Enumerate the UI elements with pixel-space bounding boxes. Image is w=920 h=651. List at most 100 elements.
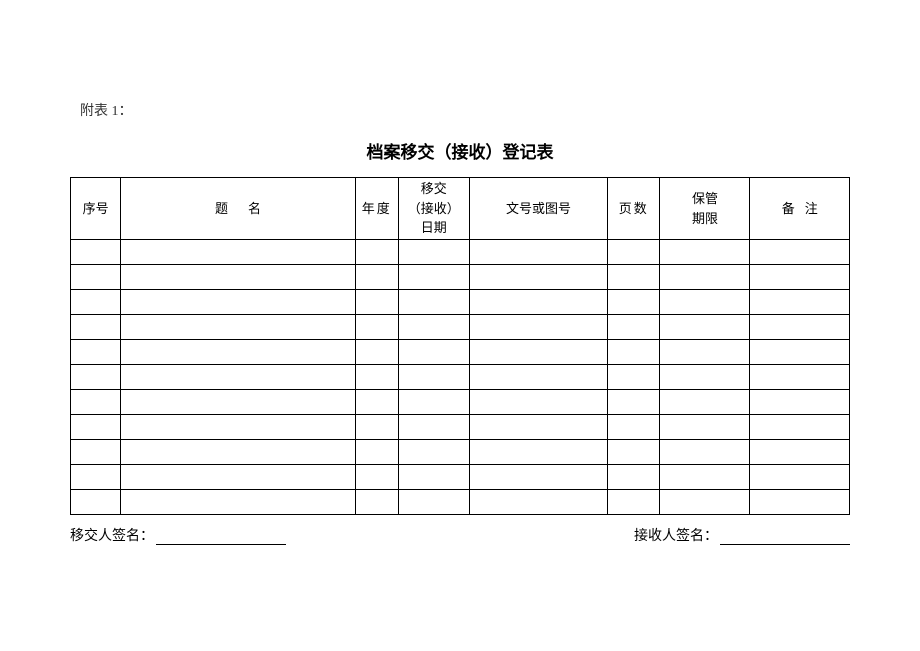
table-cell — [608, 390, 660, 415]
table-cell — [608, 440, 660, 465]
table-cell — [71, 290, 121, 315]
table-cell — [398, 265, 469, 290]
table-row — [71, 265, 850, 290]
appendix-label: 附表 1： — [80, 100, 850, 120]
table-cell — [398, 465, 469, 490]
page-container: 附表 1： 档案移交（接收）登记表 序号 题名 年度 移交 （接收） 日期 文号… — [0, 0, 920, 595]
table-cell — [398, 315, 469, 340]
transferor-label: 移交人签名： — [70, 525, 154, 545]
col-header-title: 题名 — [121, 178, 356, 240]
table-cell — [121, 315, 356, 340]
transferor-signature: 移交人签名： — [70, 525, 286, 545]
table-body — [71, 240, 850, 515]
table-cell — [398, 490, 469, 515]
table-cell — [121, 365, 356, 390]
table-cell — [750, 315, 850, 340]
table-cell — [469, 290, 607, 315]
table-cell — [608, 265, 660, 290]
table-cell — [121, 265, 356, 290]
table-row — [71, 290, 850, 315]
table-cell — [660, 315, 750, 340]
table-cell — [121, 415, 356, 440]
table-cell — [608, 490, 660, 515]
table-cell — [608, 465, 660, 490]
table-cell — [398, 240, 469, 265]
table-cell — [121, 465, 356, 490]
table-cell — [469, 315, 607, 340]
table-cell — [355, 265, 398, 290]
table-cell — [121, 240, 356, 265]
table-cell — [71, 465, 121, 490]
table-cell — [608, 315, 660, 340]
table-cell — [71, 315, 121, 340]
table-row — [71, 390, 850, 415]
col-header-pages: 页数 — [608, 178, 660, 240]
table-cell — [660, 390, 750, 415]
table-cell — [71, 365, 121, 390]
signature-row: 移交人签名： 接收人签名： — [70, 525, 850, 545]
table-cell — [750, 440, 850, 465]
receiver-line — [720, 531, 850, 545]
table-cell — [121, 440, 356, 465]
table-cell — [355, 290, 398, 315]
table-cell — [398, 415, 469, 440]
table-cell — [660, 265, 750, 290]
table-cell — [398, 340, 469, 365]
table-cell — [750, 265, 850, 290]
table-cell — [71, 390, 121, 415]
table-cell — [355, 365, 398, 390]
table-row — [71, 415, 850, 440]
table-cell — [660, 465, 750, 490]
table-cell — [469, 415, 607, 440]
table-cell — [469, 265, 607, 290]
receiver-signature: 接收人签名： — [634, 525, 850, 545]
table-cell — [71, 265, 121, 290]
table-cell — [469, 490, 607, 515]
table-cell — [355, 415, 398, 440]
table-cell — [398, 365, 469, 390]
table-row — [71, 465, 850, 490]
table-cell — [608, 415, 660, 440]
receiver-label: 接收人签名： — [634, 525, 718, 545]
table-cell — [355, 490, 398, 515]
table-cell — [608, 240, 660, 265]
table-cell — [750, 240, 850, 265]
table-cell — [469, 390, 607, 415]
table-cell — [121, 340, 356, 365]
table-cell — [469, 340, 607, 365]
table-cell — [750, 390, 850, 415]
table-cell — [608, 290, 660, 315]
col-header-date-line1: 移交 — [399, 179, 469, 199]
table-cell — [71, 240, 121, 265]
table-row — [71, 490, 850, 515]
table-cell — [750, 490, 850, 515]
table-cell — [750, 415, 850, 440]
col-header-date-line2: （接收） — [399, 199, 469, 219]
table-cell — [660, 440, 750, 465]
table-cell — [355, 440, 398, 465]
table-cell — [121, 290, 356, 315]
table-cell — [355, 315, 398, 340]
col-header-docno: 文号或图号 — [469, 178, 607, 240]
table-cell — [608, 365, 660, 390]
table-row — [71, 315, 850, 340]
table-cell — [660, 490, 750, 515]
col-header-date-line3: 日期 — [399, 218, 469, 238]
col-header-period: 保管 期限 — [660, 178, 750, 240]
table-cell — [355, 240, 398, 265]
transferor-line — [156, 531, 286, 545]
table-cell — [469, 240, 607, 265]
table-cell — [71, 415, 121, 440]
table-cell — [71, 340, 121, 365]
table-cell — [355, 340, 398, 365]
table-cell — [71, 490, 121, 515]
table-row — [71, 340, 850, 365]
table-cell — [398, 440, 469, 465]
table-cell — [608, 340, 660, 365]
table-cell — [660, 340, 750, 365]
table-row — [71, 240, 850, 265]
table-cell — [121, 490, 356, 515]
table-cell — [121, 390, 356, 415]
col-header-year: 年度 — [355, 178, 398, 240]
table-cell — [355, 465, 398, 490]
